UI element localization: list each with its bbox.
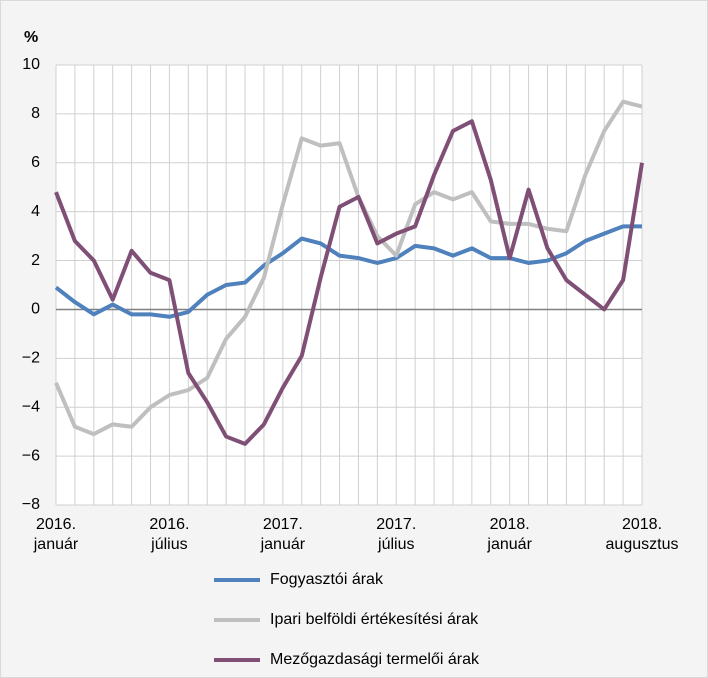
y-tick-label: 8 — [31, 105, 40, 122]
legend-label: Ipari belföldi értékesítési árak — [270, 611, 479, 628]
x-tick-label: 2018. augusztus — [606, 516, 679, 553]
legend-label: Mezőgazdasági termelői árak — [270, 651, 480, 668]
x-tick-label: 2017. július — [376, 516, 416, 553]
y-tick-label: −4 — [22, 398, 40, 415]
x-tick-label: 2018. január — [486, 516, 532, 553]
y-axis-label: % — [24, 29, 38, 46]
y-tick-label: 2 — [31, 252, 40, 269]
y-tick-label: −8 — [22, 496, 40, 513]
x-tick-label: 2016. július — [149, 516, 189, 553]
y-tick-label: 0 — [31, 301, 40, 318]
x-tick-label: 2016. január — [33, 516, 79, 553]
line-series — [54, 119, 644, 446]
line-series — [54, 224, 642, 319]
y-tick-label: −6 — [22, 447, 40, 464]
y-tick-label: 6 — [31, 154, 40, 171]
y-tick-label: 4 — [31, 203, 40, 220]
y-tick-label: 10 — [22, 56, 40, 73]
line-series — [54, 99, 643, 437]
plot-area — [56, 65, 642, 505]
legend-label: Fogyasztói árak — [270, 571, 384, 588]
y-tick-label: −2 — [22, 350, 40, 367]
x-tick-label: 2017. január — [260, 516, 306, 553]
